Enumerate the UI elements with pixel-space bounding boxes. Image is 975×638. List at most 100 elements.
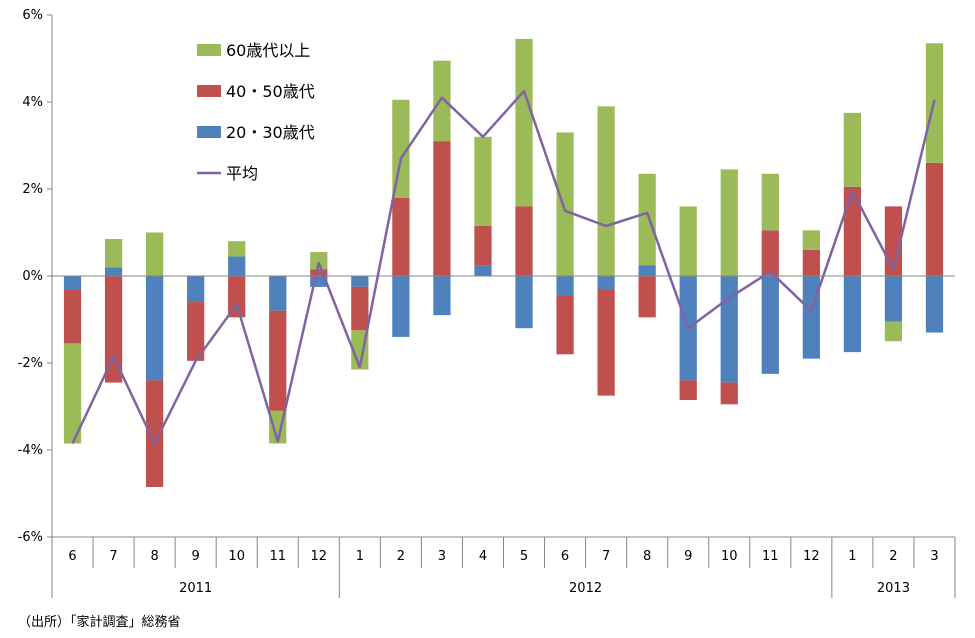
- legend-label: 60歳代以上: [226, 41, 310, 60]
- bar-segment: [515, 38, 533, 207]
- bar-segment: [761, 276, 779, 374]
- x-tick-label: 8: [150, 549, 158, 564]
- bar-segment: [884, 321, 903, 342]
- x-tick-label: 1: [848, 549, 856, 564]
- bar-segment: [228, 276, 246, 318]
- x-tick-label: 3: [438, 549, 446, 564]
- y-tick-label: 4%: [22, 95, 43, 110]
- x-tick-label: 12: [803, 549, 820, 564]
- bar-segment: [884, 206, 903, 276]
- bar-segment: [843, 112, 862, 187]
- bar-segment: [310, 276, 328, 287]
- bar-segment: [187, 302, 205, 361]
- bar-segment: [720, 382, 738, 405]
- legend-label: 40・50歳代: [226, 82, 315, 101]
- bar-segment: [392, 276, 410, 337]
- y-tick-label: -2%: [18, 356, 43, 371]
- bar-segment: [761, 230, 779, 276]
- legend-swatch: [197, 44, 221, 56]
- year-label: 2013: [877, 581, 910, 596]
- bar-segment: [310, 252, 328, 270]
- bar-segment: [104, 276, 123, 383]
- x-tick-label: 4: [479, 549, 487, 564]
- x-tick-label: 11: [269, 549, 286, 564]
- average-line: [71, 89, 936, 445]
- x-tick-label: 8: [643, 549, 651, 564]
- bar-segment: [843, 276, 862, 353]
- bar-segment: [638, 173, 656, 266]
- x-tick-label: 2: [889, 549, 897, 564]
- bar-segment: [556, 295, 574, 355]
- y-tick-label: 2%: [22, 182, 43, 197]
- x-tick-label: 5: [520, 549, 528, 564]
- bar-segment: [556, 132, 574, 276]
- bar-segment: [515, 276, 533, 329]
- bar-segment: [474, 136, 492, 226]
- y-tick-label: -4%: [18, 443, 43, 458]
- bar-segment: [104, 239, 123, 268]
- bar-segment: [802, 230, 820, 250]
- year-label: 2012: [569, 581, 602, 596]
- x-tick-label: 9: [192, 549, 200, 564]
- bar-segment: [187, 276, 205, 303]
- bar-segment: [269, 276, 287, 311]
- bar-segment: [310, 269, 328, 276]
- bar-segment: [145, 232, 164, 276]
- legend-label: 20・30歳代: [226, 123, 315, 142]
- x-tick-label: 3: [930, 549, 938, 564]
- bar-segment: [228, 256, 246, 276]
- bar-segment: [474, 265, 492, 276]
- bar-segment: [802, 276, 820, 359]
- x-tick-label: 10: [228, 549, 245, 564]
- bar-segment: [597, 276, 615, 290]
- bar-segment: [145, 276, 164, 381]
- x-tick-label: 6: [68, 549, 76, 564]
- bar-segment: [679, 380, 697, 400]
- bar-segment: [679, 206, 697, 276]
- bar-segment: [63, 289, 82, 344]
- legend-swatch: [197, 126, 221, 138]
- bar-segment: [433, 60, 451, 142]
- x-tick-label: 9: [684, 549, 692, 564]
- x-tick-label: 11: [762, 549, 779, 564]
- bar-segment: [925, 276, 944, 333]
- bar-segment: [720, 169, 738, 276]
- year-label: 2011: [179, 581, 212, 596]
- bar-segment: [597, 289, 615, 396]
- y-tick-label: 6%: [22, 8, 43, 23]
- bar-segment: [474, 225, 492, 266]
- x-tick-label: 1: [356, 549, 364, 564]
- bar-segment: [392, 197, 410, 276]
- x-tick-label: 7: [109, 549, 117, 564]
- bar-segment: [843, 186, 862, 276]
- bar-segment: [104, 267, 123, 276]
- bar-segment: [392, 99, 410, 198]
- bar-segment: [269, 310, 287, 411]
- source-note: （出所）「家計調査」総務省: [18, 615, 181, 630]
- bar-segment: [761, 173, 779, 231]
- x-tick-label: 10: [721, 549, 738, 564]
- x-tick-label: 12: [311, 549, 328, 564]
- bar-segment: [925, 162, 944, 276]
- y-tick-label: -6%: [18, 530, 43, 545]
- bar-segment: [556, 276, 574, 296]
- bar-segment: [802, 249, 820, 276]
- bar-segment: [433, 276, 451, 316]
- bar-segment: [638, 265, 656, 276]
- x-tick-label: 6: [561, 549, 569, 564]
- bar-segment: [351, 286, 369, 331]
- bar-segment: [351, 276, 369, 287]
- bar-segment: [720, 276, 738, 383]
- bar-segment: [63, 343, 82, 444]
- x-tick-label: 2: [397, 549, 405, 564]
- legend-swatch: [197, 85, 221, 97]
- bar-segment: [433, 141, 451, 276]
- y-tick-label: 0%: [22, 269, 43, 284]
- bar-segment: [597, 106, 615, 276]
- bar-segment: [145, 380, 164, 487]
- bar-segment: [228, 241, 246, 257]
- x-tick-label: 7: [602, 549, 610, 564]
- bar-segment: [638, 276, 656, 318]
